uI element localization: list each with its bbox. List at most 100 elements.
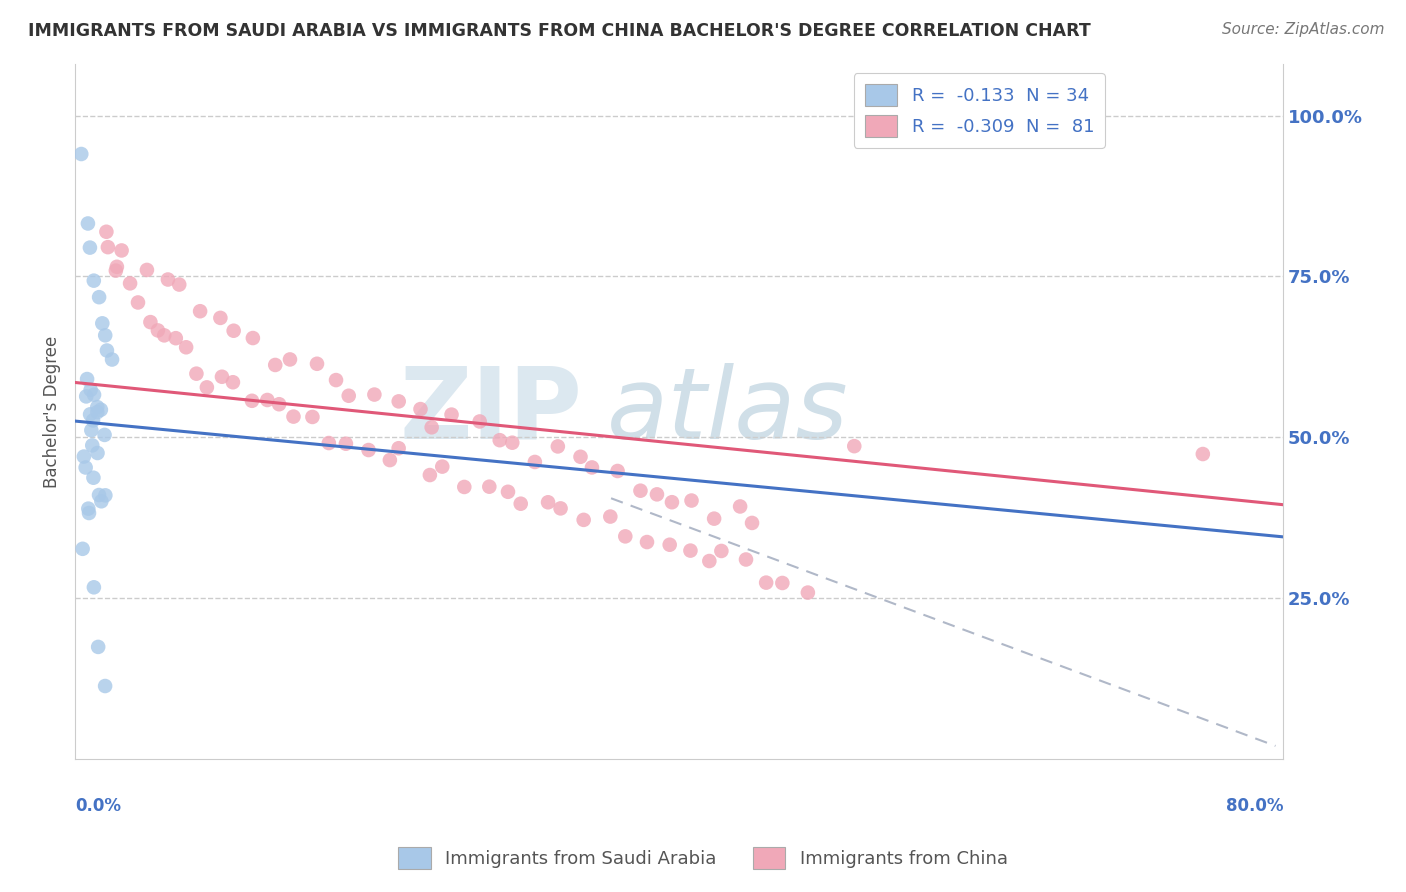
Point xyxy=(658,538,681,552)
Point xyxy=(90,402,112,417)
Point xyxy=(523,455,546,469)
Point xyxy=(283,409,305,424)
Point xyxy=(420,420,443,434)
Point xyxy=(599,509,621,524)
Point xyxy=(188,304,211,318)
Point xyxy=(195,380,218,394)
Point xyxy=(139,315,162,329)
Point xyxy=(501,435,523,450)
Point xyxy=(79,383,101,397)
Point xyxy=(409,402,432,417)
Point xyxy=(94,488,117,502)
Point xyxy=(167,277,190,292)
Point xyxy=(120,277,142,291)
Point xyxy=(222,376,245,390)
Point xyxy=(703,511,725,525)
Point xyxy=(77,506,100,520)
Point xyxy=(325,373,347,387)
Point xyxy=(174,340,197,354)
Point xyxy=(105,260,128,274)
Text: 0.0%: 0.0% xyxy=(75,797,121,815)
Point xyxy=(419,468,441,483)
Point xyxy=(581,460,603,475)
Point xyxy=(278,352,301,367)
Point xyxy=(488,433,510,447)
Point xyxy=(222,324,245,338)
Point xyxy=(91,316,114,330)
Point xyxy=(242,331,264,345)
Point xyxy=(240,393,263,408)
Point xyxy=(699,554,721,568)
Point xyxy=(440,408,463,422)
Point xyxy=(1191,447,1213,461)
Point xyxy=(93,428,115,442)
Point xyxy=(70,147,93,161)
Text: Source: ZipAtlas.com: Source: ZipAtlas.com xyxy=(1222,22,1385,37)
Point xyxy=(388,441,411,455)
Point xyxy=(710,544,733,558)
Point xyxy=(337,389,360,403)
Point xyxy=(86,405,108,419)
Point xyxy=(735,552,758,566)
Point xyxy=(335,436,357,450)
Point xyxy=(547,439,569,453)
Point xyxy=(94,328,117,343)
Point xyxy=(363,387,385,401)
Point xyxy=(630,483,652,498)
Point xyxy=(468,414,491,428)
Point xyxy=(79,408,101,422)
Point xyxy=(83,388,105,402)
Point xyxy=(269,397,291,411)
Point xyxy=(569,450,592,464)
Y-axis label: Bachelor's Degree: Bachelor's Degree xyxy=(44,335,60,488)
Point xyxy=(645,487,668,501)
Legend: Immigrants from Saudi Arabia, Immigrants from China: Immigrants from Saudi Arabia, Immigrants… xyxy=(391,839,1015,876)
Point xyxy=(478,480,501,494)
Point xyxy=(211,369,233,384)
Text: IMMIGRANTS FROM SAUDI ARABIA VS IMMIGRANTS FROM CHINA BACHELOR'S DEGREE CORRELAT: IMMIGRANTS FROM SAUDI ARABIA VS IMMIGRAN… xyxy=(28,22,1091,40)
Point xyxy=(209,310,232,325)
Point xyxy=(76,372,98,386)
Point xyxy=(96,343,118,358)
Point xyxy=(83,274,105,288)
Point xyxy=(136,263,159,277)
Point xyxy=(72,541,94,556)
Point xyxy=(104,263,127,277)
Point xyxy=(87,290,110,304)
Point xyxy=(82,413,104,427)
Point xyxy=(153,328,176,343)
Point xyxy=(77,217,100,231)
Point xyxy=(127,295,149,310)
Point xyxy=(606,464,628,478)
Point xyxy=(165,331,187,345)
Point xyxy=(80,423,103,437)
Point xyxy=(755,575,778,590)
Point xyxy=(75,389,97,403)
Point xyxy=(82,471,104,485)
Point xyxy=(679,543,702,558)
Text: 80.0%: 80.0% xyxy=(1226,797,1284,815)
Point xyxy=(97,240,120,254)
Point xyxy=(75,460,97,475)
Point xyxy=(79,241,101,255)
Point xyxy=(82,438,104,452)
Point xyxy=(87,640,110,654)
Point xyxy=(264,358,287,372)
Point xyxy=(186,367,208,381)
Point xyxy=(550,501,572,516)
Point xyxy=(636,535,658,549)
Point xyxy=(87,488,110,502)
Point xyxy=(614,529,637,543)
Point xyxy=(110,244,132,258)
Point xyxy=(770,576,793,591)
Point xyxy=(741,516,763,530)
Point xyxy=(301,409,323,424)
Point xyxy=(378,453,401,467)
Point xyxy=(537,495,560,509)
Text: atlas: atlas xyxy=(606,363,848,460)
Point xyxy=(572,513,595,527)
Point xyxy=(305,357,328,371)
Point xyxy=(453,480,475,494)
Point xyxy=(844,439,866,453)
Point xyxy=(101,352,124,367)
